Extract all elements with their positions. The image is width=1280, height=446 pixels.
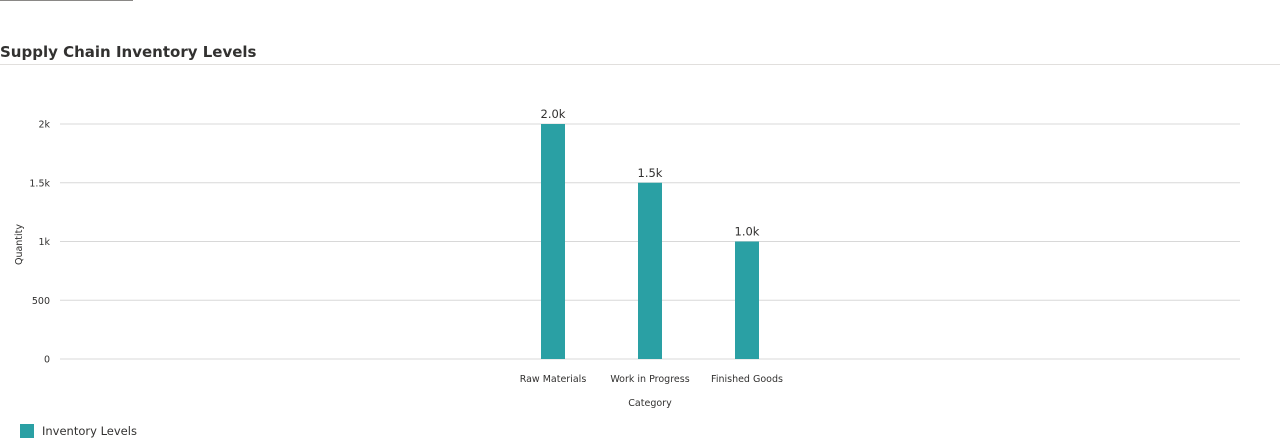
legend-label: Inventory Levels	[42, 424, 137, 438]
data-label: 1.0k	[735, 225, 760, 239]
x-tick-label: Finished Goods	[711, 374, 783, 385]
y-tick-label: 1.5k	[29, 178, 50, 189]
legend-swatch	[20, 424, 34, 438]
top-divider	[0, 0, 133, 1]
y-tick-label: 0	[44, 355, 50, 366]
y-tick-label: 1k	[38, 237, 50, 248]
chart-title: Supply Chain Inventory Levels	[0, 43, 257, 61]
y-axis-title: Quantity	[14, 224, 25, 265]
bar[interactable]	[735, 241, 759, 360]
y-tick-label: 2k	[38, 120, 50, 131]
bar[interactable]	[638, 182, 662, 359]
x-tick-label: Raw Materials	[520, 374, 587, 385]
data-label: 2.0k	[541, 107, 566, 121]
legend-item-inventory-levels[interactable]: Inventory Levels	[20, 423, 137, 439]
bar[interactable]	[541, 124, 565, 359]
y-tick-label: 500	[32, 296, 50, 307]
chart-header: Supply Chain Inventory Levels	[0, 40, 1280, 65]
x-axis-title: Category	[628, 398, 672, 409]
data-label: 1.5k	[638, 166, 663, 180]
x-tick-label: Work in Progress	[610, 374, 689, 385]
